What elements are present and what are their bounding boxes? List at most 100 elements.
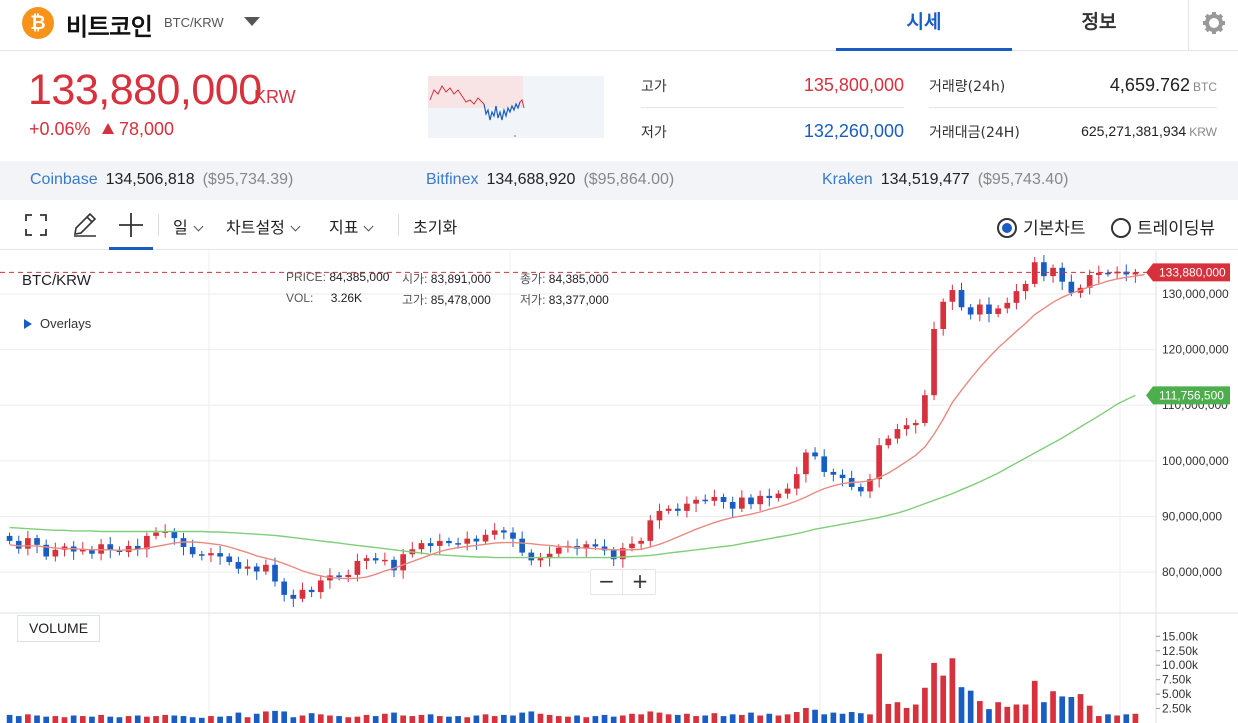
volume-bar [436,716,443,723]
candle-body [665,508,672,511]
volume-bar [848,712,855,723]
ohlc-key: PRICE: [286,270,327,284]
volume-bar [729,714,736,723]
ma-long-line [9,394,1136,559]
candle-body [34,538,40,545]
candle-body [418,543,425,550]
candle-body [976,304,983,315]
candle-body [1105,272,1111,275]
volume-bar [144,716,150,723]
volume-bar [409,716,416,723]
volume-bar [903,707,910,723]
volume-bar [79,716,86,723]
volume-bar [1041,702,1047,723]
candle-body [601,546,608,551]
candle-body [354,560,361,575]
candle-body [336,575,342,578]
exchange-usd: ($95,743.40) [977,171,1069,188]
volume-bar [1114,715,1120,723]
volume-bar [208,716,214,723]
radio-basic-chart[interactable]: 기본차트 [997,214,1086,239]
exchange-usd: ($95,864.00) [583,171,675,188]
overlays-toggle[interactable]: Overlays [24,316,91,331]
period-dropdown[interactable]: 일 [173,214,204,238]
candle-body [6,535,13,541]
amount-24h-value: 625,271,381,934 KRW [1030,123,1217,139]
exchange-kraken[interactable]: Kraken 134,519,477 ($95,743.40) [822,171,1068,189]
candle-body [1068,281,1075,293]
volume-bar [6,714,13,723]
candle-body [134,545,141,550]
candle-body [620,548,626,560]
change-percent: +0.06% [29,119,91,139]
toolbar-divider [398,214,399,236]
volume-bar [857,713,864,723]
volume-bar [134,715,141,723]
chart-settings-dropdown[interactable]: 차트설정 [226,214,301,238]
exchange-price: 134,688,920 [486,171,576,188]
candle-body [189,547,196,555]
volume-bar [546,714,553,723]
candle-body [555,547,562,554]
volume-bar [876,653,882,723]
radio-tradingview[interactable]: 트레이딩뷰 [1111,214,1215,239]
zoom-controls: − + [590,569,656,595]
crosshair-button[interactable] [109,200,153,250]
zoom-in-button[interactable]: + [631,569,649,593]
volume-bar [52,716,59,723]
exchange-prices-strip: Coinbase 134,506,818 ($95,734.39) Bitfinex… [0,161,1238,200]
candle-body [198,554,205,556]
candle-body [89,549,95,554]
candle-body [482,534,489,542]
volume-bar [839,713,846,723]
volume-24h-value: 4,659.762 BTC [1030,75,1217,96]
ohlc-volume: VOL: 3.26K [286,291,362,305]
candle-body [345,574,352,578]
volume-bar [967,690,974,723]
tab-info[interactable]: 정보 [1081,11,1117,33]
exchange-coinbase[interactable]: Coinbase 134,506,818 ($95,734.39) [30,171,293,189]
candle-body [967,307,974,315]
volume-bar [555,716,562,723]
ma-long-tag-label: 111,756,500 [1159,388,1224,402]
draw-button[interactable] [62,200,106,250]
volume-bar [317,714,324,723]
volume-bar [1031,680,1038,723]
volume-bar [803,707,809,723]
volume-bar [308,713,315,723]
candle-body [153,532,159,536]
chevron-down-icon [290,221,301,232]
tab-quote[interactable]: 시세 [836,0,1012,51]
candle-body [903,425,910,430]
caret-down-icon[interactable] [244,17,260,26]
reset-button[interactable]: 초기화 [413,218,458,237]
candle-body [793,474,800,489]
candle-body [317,580,324,593]
ohlc-high: 고가: 85,478,000 [402,291,491,308]
volume-bar [391,712,397,723]
volume-24h-label: 거래량(24h) [929,79,1006,95]
volume-bar [1086,705,1093,723]
low-value: 132,260,000 [803,121,904,141]
zoom-out-button[interactable]: − [591,570,623,594]
price-axis-label: 120,000,000 [1162,343,1229,357]
volume-bar [830,712,837,723]
volume-bar [574,715,580,723]
indicators-label: 지표 [329,218,359,237]
volume-bar [70,715,77,723]
volume-bar [299,715,306,723]
candle-body [757,495,763,505]
volume-bar [610,716,617,723]
candle-body [1059,267,1066,282]
candlestick-chart[interactable]: 130,000,000 120,000,000 110,000,000 100,000… [0,251,1238,723]
ohlc-value: 84,385,000 [329,270,390,284]
fullscreen-button[interactable] [14,200,58,250]
chart-canvas[interactable]: 130,000,000120,000,000110,000,000100,000… [0,251,1238,723]
indicators-dropdown[interactable]: 지표 [329,214,374,238]
settings-button[interactable] [1188,0,1238,51]
candle-body [729,501,736,509]
candle-body [537,558,544,561]
volume-bar [446,716,452,723]
volume-bar [976,701,983,723]
exchange-bitfinex[interactable]: Bitfinex 134,688,920 ($95,864.00) [426,171,674,189]
